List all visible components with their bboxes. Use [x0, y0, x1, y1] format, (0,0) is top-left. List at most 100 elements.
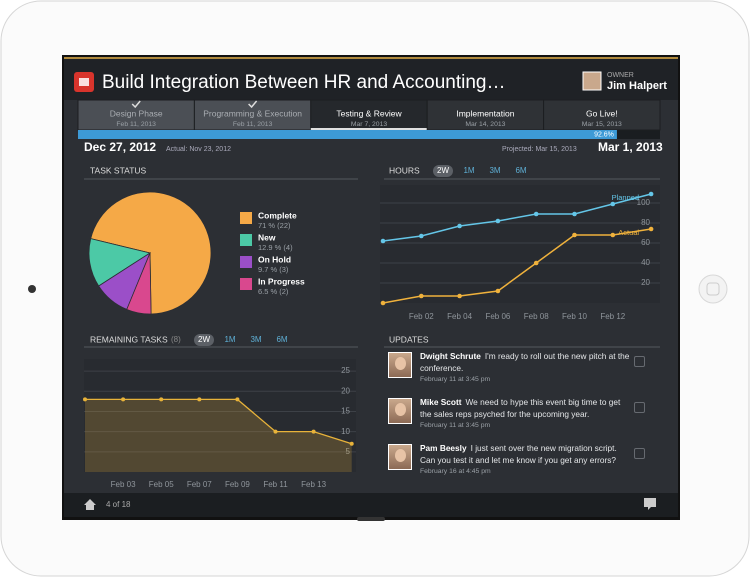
area-point: [273, 429, 278, 434]
legend-value: 71 % (22): [258, 221, 291, 230]
area-fill: [85, 399, 352, 472]
legend-value: 6.5 % (2): [258, 287, 289, 296]
update-message: Pam Beesly I just sent over the new migra…: [420, 443, 632, 466]
legend-swatch: [240, 212, 252, 224]
camera: [28, 285, 36, 293]
phase-name: Go Live!: [586, 108, 618, 118]
message-text: We need to hype this event big time to g…: [420, 397, 621, 419]
x-tick-label: Feb 03: [111, 480, 136, 489]
header-bar: [64, 59, 678, 100]
period-tab[interactable]: 3M: [250, 335, 261, 344]
series-point: [533, 211, 539, 217]
pie-slice: [90, 191, 212, 315]
user-name: Pam Beesly: [420, 443, 467, 453]
period-tab-selected[interactable]: [433, 165, 453, 177]
legend-label: New: [258, 232, 276, 242]
period-tab[interactable]: 1M: [463, 166, 474, 175]
phase-name: Design Phase: [110, 108, 163, 118]
plot-background: [84, 359, 356, 472]
updates-title: UPDATES: [389, 334, 429, 344]
top-accent: [64, 57, 678, 59]
legend-swatch: [240, 234, 252, 246]
phase-check: [248, 100, 258, 109]
comment-icon[interactable]: [644, 498, 656, 510]
page-counter: 4 of 18: [106, 500, 131, 509]
update-time: February 16 at 4:45 pm: [420, 468, 491, 475]
y-tick-label: 80: [641, 218, 650, 227]
phase-name: Implementation: [456, 108, 514, 118]
pie-slice: [126, 252, 152, 315]
phase-date: Mar 7, 2013: [351, 121, 387, 128]
series-point: [457, 223, 462, 229]
period-tab[interactable]: 6M: [276, 335, 287, 344]
phase-date: Feb 11, 2013: [116, 121, 156, 128]
series-point: [648, 191, 654, 197]
remaining-count: (8): [171, 335, 181, 344]
phase-date: Feb 11, 2013: [233, 121, 273, 128]
add-comment[interactable]: [634, 356, 645, 367]
y-tick-label: 60: [641, 238, 650, 247]
period-tab-selected[interactable]: [194, 334, 214, 346]
x-tick-label: Feb 07: [187, 480, 212, 489]
task-status-title: TASK STATUS: [90, 165, 147, 175]
home-icon[interactable]: [84, 499, 96, 510]
area-point: [311, 429, 316, 434]
message-text: I'm ready to roll out the new pitch at t…: [420, 351, 630, 373]
x-tick-label: Feb 05: [149, 480, 174, 489]
series-point: [495, 288, 501, 294]
period-tab[interactable]: 1M: [224, 335, 235, 344]
footer-bar: [64, 493, 678, 517]
update-message: Mike Scott We need to hype this event big…: [420, 397, 632, 420]
area-point: [349, 441, 354, 446]
updates-list: Dwight Schrute I'm ready to roll out the …: [388, 351, 650, 492]
end-date: Mar 1, 2013: [598, 140, 663, 154]
phase-name: Programming & Execution: [203, 108, 302, 118]
y-tick-label: 20: [641, 278, 650, 287]
actual-date: Actual: Nov 23, 2012: [166, 146, 231, 153]
y-tick-label: 40: [641, 258, 650, 267]
x-tick-label: Feb 11: [263, 480, 288, 489]
area-point: [159, 397, 164, 402]
home-button-icon: [706, 282, 720, 296]
series-point: [572, 211, 577, 217]
screen-tab: [357, 517, 385, 521]
legend-label: In Progress: [258, 276, 305, 286]
add-comment[interactable]: [634, 402, 645, 413]
update-item: Mike Scott We need to hype this event big…: [388, 397, 650, 442]
period-tab[interactable]: 6M: [515, 166, 526, 175]
hours-title: HOURS: [389, 165, 420, 175]
owner-label: OWNER: [607, 72, 634, 79]
period-tab[interactable]: 3M: [489, 166, 500, 175]
series-point: [610, 201, 616, 207]
add-comment[interactable]: [634, 448, 645, 459]
start-date: Dec 27, 2012: [84, 140, 156, 154]
projected-date: Projected: Mar 15, 2013: [502, 146, 577, 153]
series-point: [572, 232, 577, 238]
home-button[interactable]: [698, 274, 728, 304]
legend-value: 12.9 % (4): [258, 243, 293, 252]
series-label: Planned: [612, 193, 640, 202]
user-name: Dwight Schrute: [420, 351, 481, 361]
area-point: [235, 397, 240, 402]
update-item: Pam Beesly I just sent over the new migra…: [388, 443, 650, 488]
update-item: Dwight Schrute I'm ready to roll out the …: [388, 351, 650, 396]
project-title: Build Integration Between HR and Account…: [102, 72, 505, 93]
phase-date: Mar 15, 2013: [582, 121, 622, 128]
series-point: [380, 238, 386, 244]
y-tick-label: 5: [346, 447, 351, 456]
phase-tab[interactable]: [426, 99, 545, 131]
period-tab[interactable]: 2W: [437, 166, 449, 175]
owner-avatar: [582, 71, 602, 91]
series-line: [382, 228, 652, 304]
y-tick-label: 10: [341, 427, 350, 436]
phase-tab[interactable]: [543, 99, 661, 131]
series-point: [457, 293, 462, 299]
user-name: Mike Scott: [420, 397, 462, 407]
series-point: [419, 293, 424, 299]
series-point: [648, 226, 654, 232]
period-tab[interactable]: 2W: [198, 335, 210, 344]
legend-label: On Hold: [258, 254, 291, 264]
legend-value: 9.7 % (3): [258, 265, 289, 274]
legend-swatch: [240, 278, 252, 290]
